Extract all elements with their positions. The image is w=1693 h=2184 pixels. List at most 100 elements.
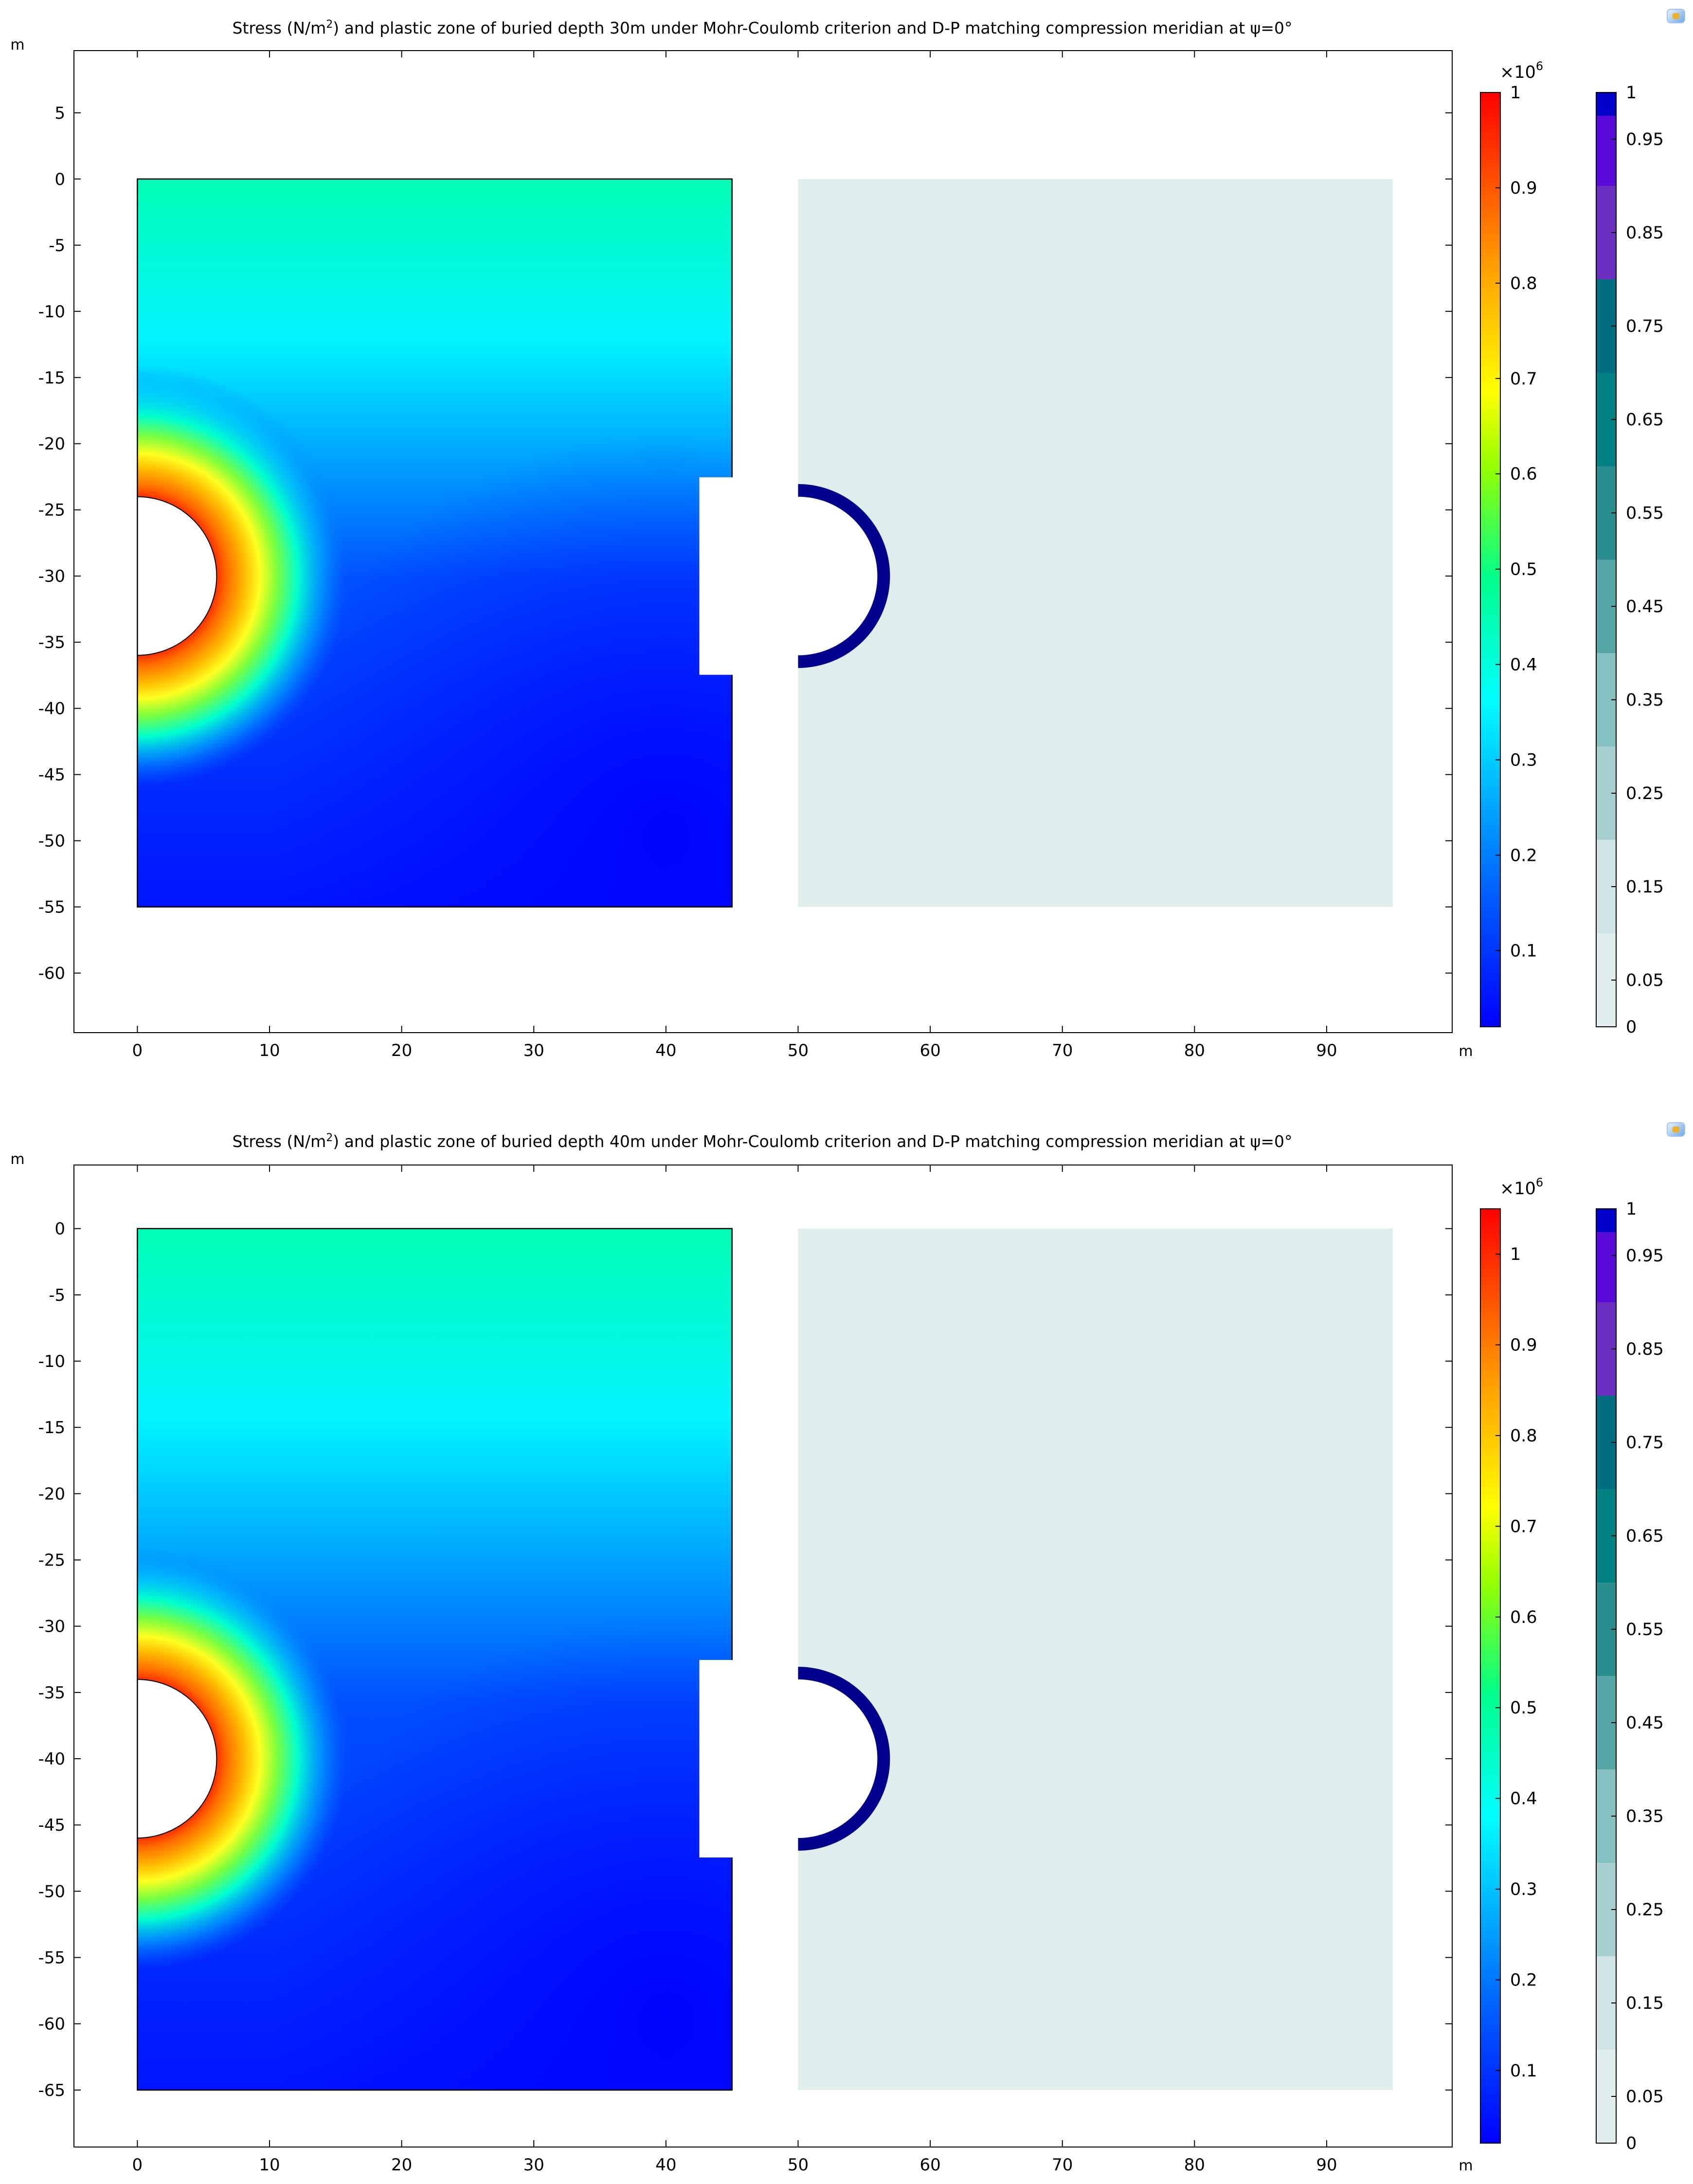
stress-colorbar-label: 0.6 <box>1510 465 1537 484</box>
plastic-colorbar-band <box>1596 1232 1616 1302</box>
export-image-icon[interactable] <box>1667 9 1685 23</box>
plastic-colorbar-label: 0.65 <box>1626 410 1664 430</box>
plastic-colorbar-label: 0.15 <box>1626 877 1664 897</box>
y-tick-label: 0 <box>54 170 65 189</box>
y-tick-label: -55 <box>38 1948 65 1968</box>
x-axis-unit: m <box>1459 2157 1473 2174</box>
x-tick-label: 0 <box>132 1041 143 1060</box>
y-tick-label: -45 <box>38 765 65 785</box>
stress-colorbar-label: 0.6 <box>1510 1608 1537 1627</box>
y-tick-label: -35 <box>38 1683 65 1703</box>
stress-concentration-ring <box>137 1547 349 1970</box>
plastic-colorbar-label: 0.75 <box>1626 1433 1664 1453</box>
y-tick-label: -30 <box>38 567 65 586</box>
stress-domain-outline <box>137 1228 733 2091</box>
stress-field <box>137 179 732 907</box>
stress-colorbar-label: 0.2 <box>1510 846 1537 865</box>
plastic-colorbar-label: 0.45 <box>1626 597 1664 617</box>
stress-colorbar-label: 0.1 <box>1510 941 1537 961</box>
y-tick-label: -10 <box>38 1352 65 1371</box>
x-axis-unit: m <box>1459 1043 1473 1060</box>
stress-colorbar-label: 1 <box>1510 1245 1521 1264</box>
plot-panel-depth-30m: Stress (N/m2) and plastic zone of buried… <box>10 9 1685 1060</box>
plastic-colorbar-label: 0.45 <box>1626 1713 1664 1733</box>
y-tick-label: -20 <box>38 1484 65 1504</box>
plastic-colorbar-label: 0.75 <box>1626 317 1664 336</box>
y-tick-label: 0 <box>54 1219 65 1239</box>
plastic-colorbar-label: 0.85 <box>1626 1340 1664 1359</box>
x-tick-label: 90 <box>1316 2155 1337 2175</box>
x-tick-label: 10 <box>259 1041 280 1060</box>
x-tick-label: 80 <box>1184 2155 1205 2175</box>
x-tick-label: 60 <box>919 2155 940 2175</box>
x-tick-label: 30 <box>523 2155 544 2175</box>
y-tick-label: -60 <box>38 964 65 983</box>
plastic-colorbar-label: 1 <box>1626 1200 1637 1219</box>
y-tick-label: -25 <box>38 501 65 520</box>
x-tick-label: 60 <box>919 1041 940 1060</box>
y-tick-label: -50 <box>38 1882 65 1901</box>
stress-colorbar-label: 0.8 <box>1510 1426 1537 1446</box>
x-tick-label: 80 <box>1184 1041 1205 1060</box>
stress-colorbar-label: 0.8 <box>1510 274 1537 293</box>
stress-colorbar-multiplier: ×106 <box>1500 59 1543 82</box>
plastic-colorbar-label: 0.95 <box>1626 130 1664 149</box>
stress-colorbar-multiplier: ×106 <box>1500 1176 1543 1199</box>
plastic-colorbar-label: 0.55 <box>1626 504 1664 523</box>
y-tick-label: -15 <box>38 368 65 388</box>
plastic-tunnel-opening <box>719 1679 878 1838</box>
plot-title: Stress (N/m2) and plastic zone of buried… <box>232 1132 1293 1151</box>
plastic-tunnel-opening <box>719 496 878 655</box>
stress-colorbar-label: 0.5 <box>1510 560 1537 580</box>
y-axis-unit: m <box>10 36 24 54</box>
stress-colorbar-label: 0.9 <box>1510 179 1537 198</box>
plot-title: Stress (N/m2) and plastic zone of buried… <box>232 18 1293 37</box>
plot-canvas: 0 10 20 30 40 50 60 70 80 900-5-10-15-20-25-30-35… <box>10 1151 1664 2175</box>
x-tick-label: 50 <box>788 2155 809 2175</box>
plot-canvas: 0 10 20 30 40 50 60 70 80 9050-5-10-15-20-25-30-3… <box>10 36 1664 1060</box>
stress-colorbar-label: 0.3 <box>1510 1880 1537 1899</box>
y-axis-unit: m <box>10 1151 24 1168</box>
plastic-colorbar-label: 0.85 <box>1626 223 1664 243</box>
plastic-domain <box>798 1228 1393 2090</box>
y-tick-label: -25 <box>38 1551 65 1570</box>
axes-frame <box>73 1165 1453 2148</box>
plastic-colorbar-band <box>1596 92 1616 116</box>
stress-colorbar <box>1480 1208 1501 2144</box>
stress-colorbar-label: 0.7 <box>1510 1517 1537 1536</box>
stress-colorbar-label: 0.7 <box>1510 369 1537 389</box>
y-tick-label: -20 <box>38 435 65 454</box>
plastic-colorbar-label: 0 <box>1626 1018 1637 1037</box>
x-tick-label: 50 <box>788 1041 809 1060</box>
x-tick-label: 40 <box>655 1041 676 1060</box>
x-tick-label: 20 <box>391 1041 412 1060</box>
y-tick-label: -30 <box>38 1617 65 1637</box>
y-tick-label: -65 <box>38 2081 65 2100</box>
plot-panel-depth-40m: Stress (N/m2) and plastic zone of buried… <box>0 1092 1693 2184</box>
plastic-colorbar-label: 0.05 <box>1626 2087 1664 2107</box>
stress-colorbar-label: 0.3 <box>1510 750 1537 770</box>
stress-colorbar-label: 0.1 <box>1510 2061 1537 2081</box>
stress-colorbar-label: 0.2 <box>1510 1970 1537 1990</box>
y-tick-label: -50 <box>38 832 65 851</box>
x-tick-label: 40 <box>655 2155 676 2175</box>
plastic-colorbar-label: 0.35 <box>1626 691 1664 710</box>
plastic-colorbar <box>1596 1208 1617 2144</box>
plastic-colorbar-label: 1 <box>1626 83 1637 103</box>
stress-concentration-ring <box>137 364 349 788</box>
stress-colorbar-label: 1 <box>1510 83 1521 103</box>
tunnel-opening <box>137 1679 217 1838</box>
y-tick-label: -35 <box>38 633 65 653</box>
stress-field <box>137 1228 732 2090</box>
stress-colorbar-label: 0.4 <box>1510 1789 1537 1809</box>
plastic-domain <box>798 179 1393 907</box>
plastic-colorbar-label: 0.65 <box>1626 1527 1664 1546</box>
stress-colorbar <box>1480 92 1501 1027</box>
x-tick-label: 0 <box>132 2155 143 2175</box>
y-tick-label: -40 <box>38 1749 65 1769</box>
plastic-colorbar-label: 0 <box>1626 2134 1637 2153</box>
export-image-icon[interactable] <box>1667 1122 1685 1137</box>
y-tick-label: -55 <box>38 898 65 917</box>
plastic-colorbar-label: 0.25 <box>1626 784 1664 803</box>
y-tick-label: -15 <box>38 1418 65 1438</box>
